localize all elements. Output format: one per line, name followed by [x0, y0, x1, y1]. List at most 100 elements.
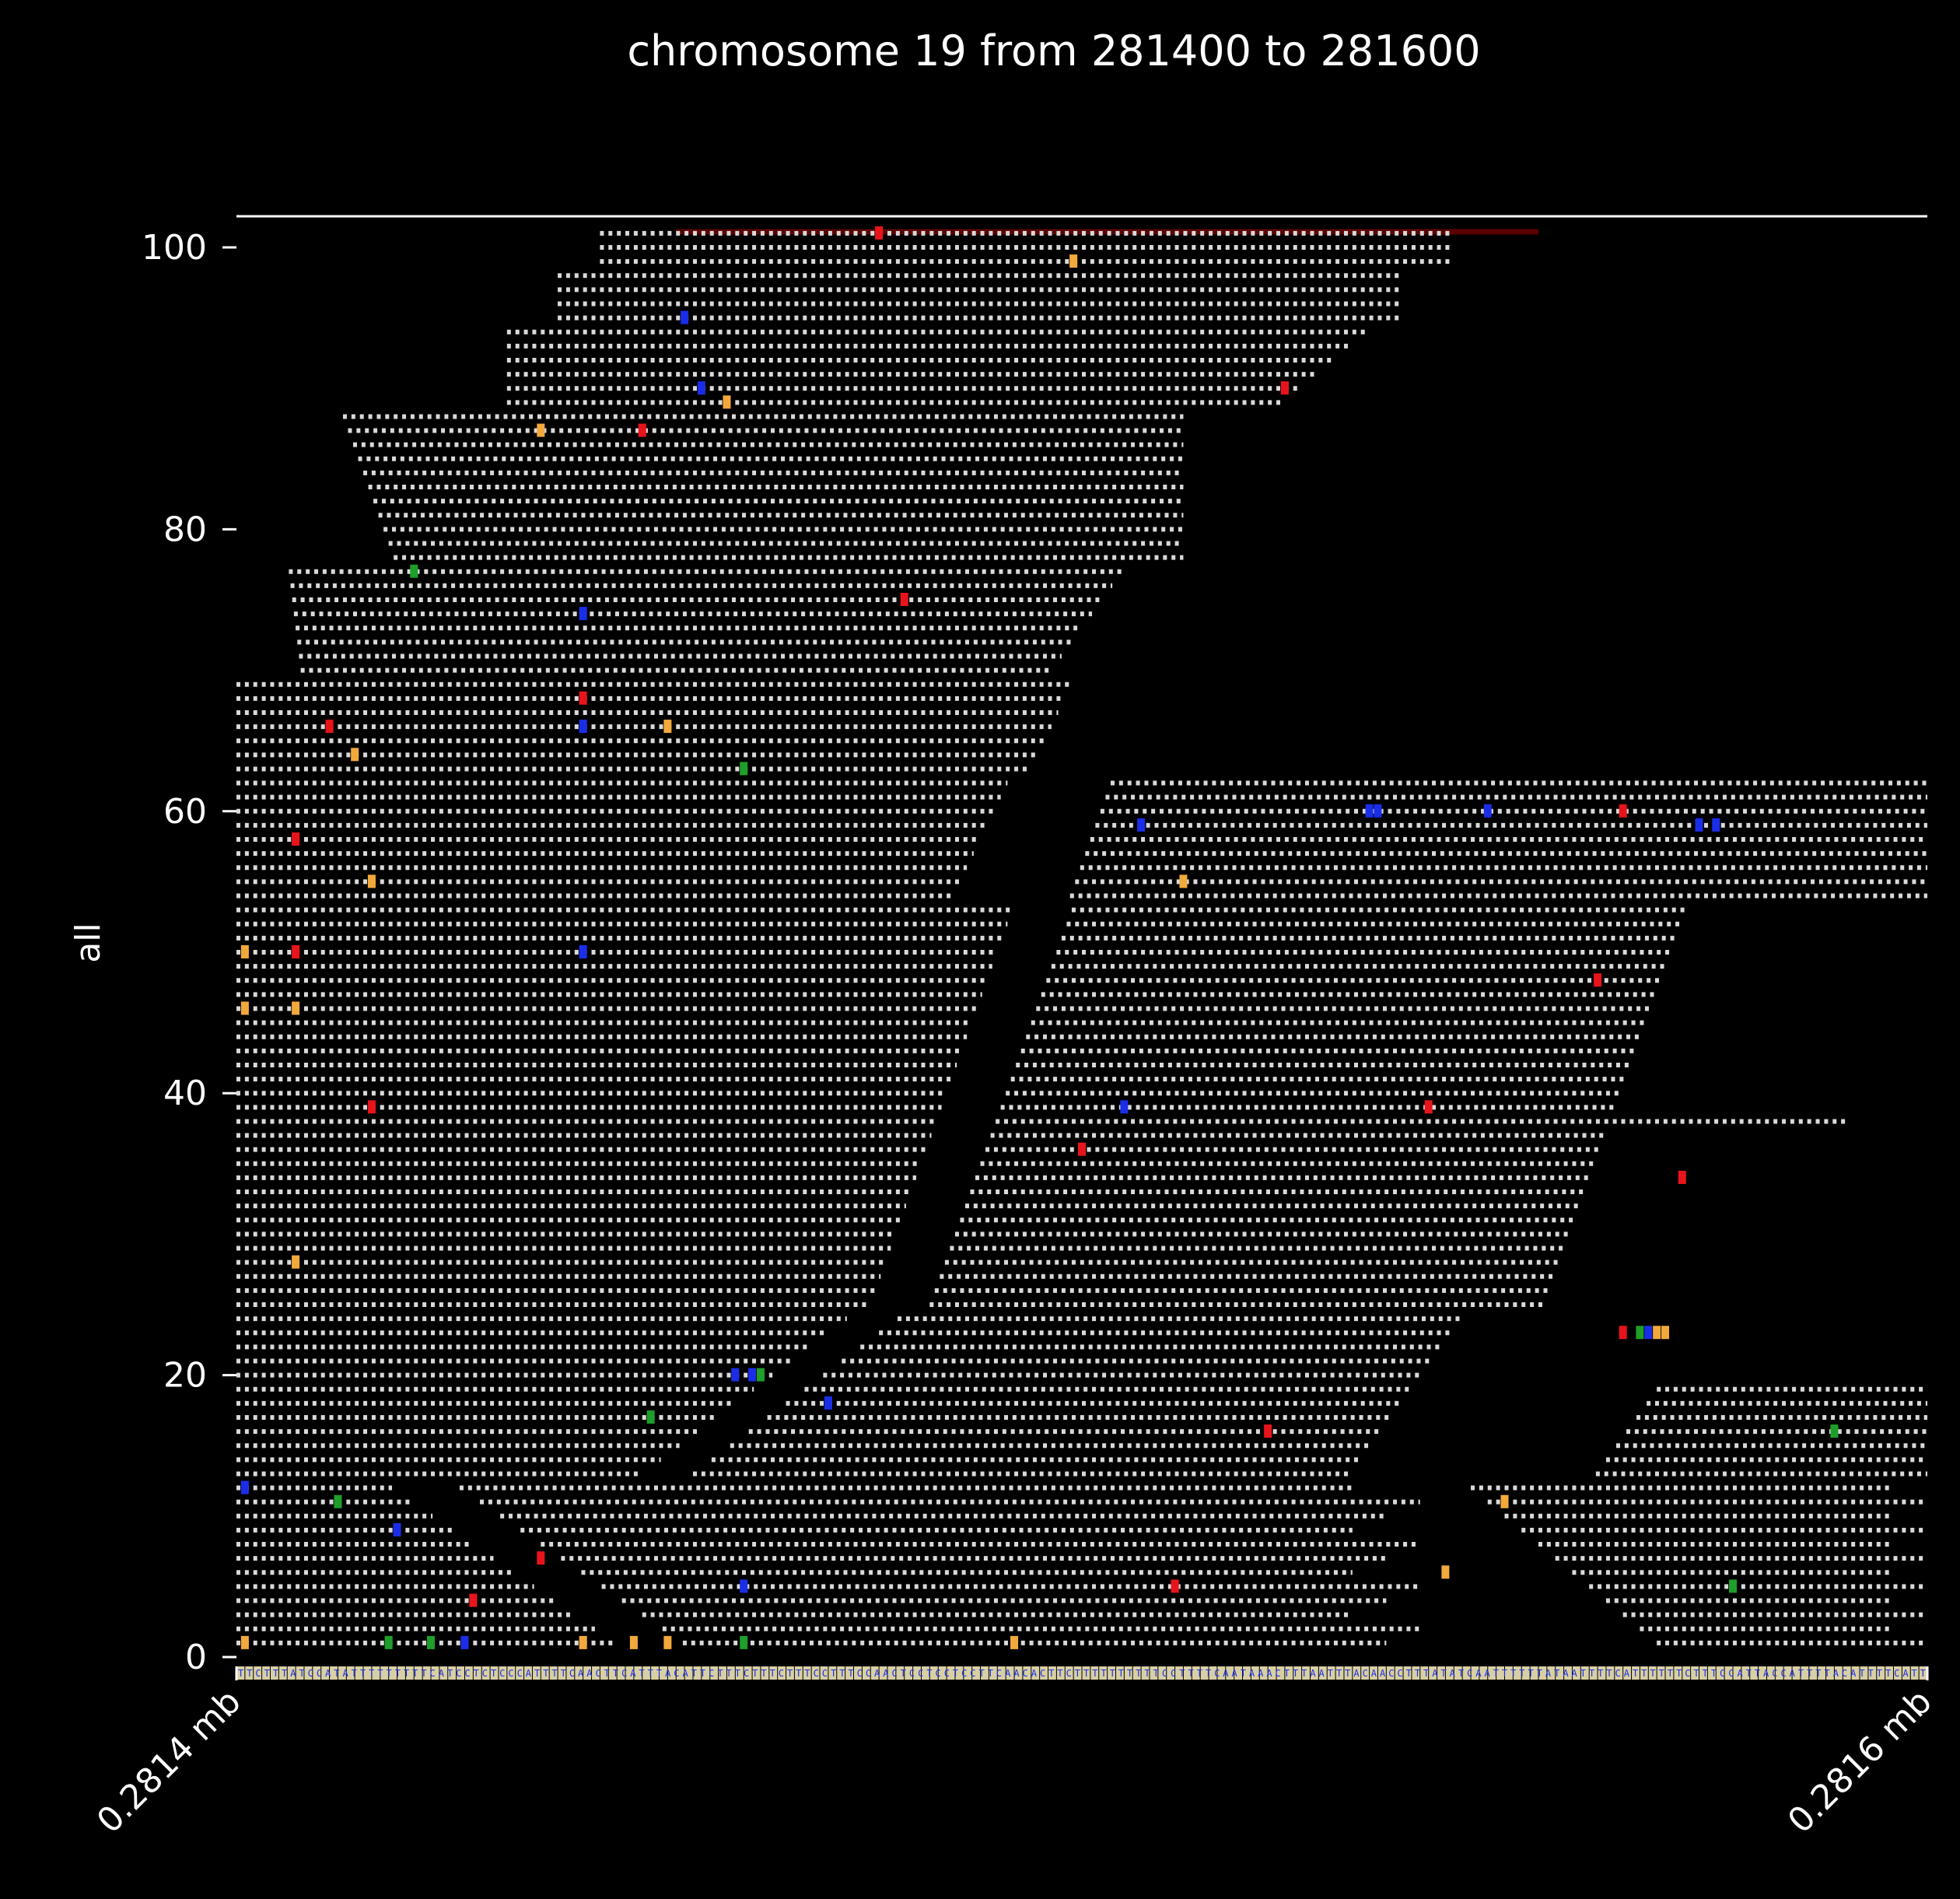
mismatch-box: [351, 748, 359, 762]
mismatch-marker: [824, 1396, 832, 1410]
reference-base-box: [304, 1666, 313, 1680]
reference-base-box: [566, 1666, 575, 1680]
reference-base-box: [1158, 1666, 1167, 1680]
mismatch-marker: [292, 945, 300, 958]
y-tick-label: 80: [163, 510, 207, 549]
reference-base-box: [693, 1666, 702, 1680]
reference-base-box: [481, 1666, 490, 1680]
reference-base-box: [1124, 1666, 1132, 1680]
mismatch-marker: [240, 945, 249, 958]
reference-base-box: [1243, 1666, 1251, 1680]
reference-base-box: [1192, 1666, 1200, 1680]
reference-base-box: [964, 1666, 972, 1680]
reference-base-box: [744, 1666, 752, 1680]
mismatch-box: [384, 1635, 393, 1649]
reference-base-box: [608, 1666, 617, 1680]
reference-base-box: [947, 1666, 955, 1680]
mismatch-marker: [579, 607, 587, 621]
reference-base-box: [1877, 1666, 1885, 1680]
reference-base-box: [583, 1666, 592, 1680]
mismatch-bases: [240, 226, 1839, 1649]
reference-base-box: [254, 1666, 262, 1680]
mismatch-box: [875, 226, 884, 240]
reference-base-box: [558, 1666, 566, 1680]
reference-base-box: [236, 1666, 245, 1680]
mismatch-box: [427, 1635, 436, 1649]
reference-base-box: [1479, 1666, 1488, 1680]
mismatch-box: [1365, 804, 1374, 818]
mismatch-marker: [1636, 1326, 1644, 1340]
reference-base-box: [921, 1666, 929, 1680]
mismatch-marker: [240, 1480, 249, 1494]
reference-base-box: [634, 1666, 642, 1680]
mismatch-box: [292, 832, 300, 846]
reference-base-box: [321, 1666, 330, 1680]
reference-base-box: [448, 1666, 457, 1680]
mismatch-box: [367, 1100, 376, 1114]
reference-base-box: [972, 1666, 981, 1680]
mismatch-box: [334, 1494, 342, 1508]
reference-base-box: [1521, 1666, 1530, 1680]
mismatch-marker: [240, 1001, 249, 1015]
reference-base-box: [676, 1666, 684, 1680]
reference-base-box: [473, 1666, 481, 1680]
mismatch-marker: [292, 832, 300, 846]
mismatch-marker: [1644, 1326, 1653, 1340]
reference-base-box: [879, 1666, 887, 1680]
reference-base-box: [1226, 1666, 1234, 1680]
mismatch-marker: [756, 1368, 765, 1382]
mismatch-box: [1078, 1142, 1086, 1156]
reference-base-box: [1006, 1666, 1014, 1680]
reference-base-box: [1496, 1666, 1504, 1680]
reference-base-box: [642, 1666, 651, 1680]
mismatch-marker: [1594, 973, 1602, 987]
mismatch-marker: [334, 1494, 342, 1508]
reference-base-box: [1014, 1666, 1023, 1680]
reference-base-box: [1437, 1666, 1445, 1680]
mismatch-box: [1619, 1326, 1627, 1340]
mismatch-marker: [1137, 818, 1146, 832]
mismatch-box: [325, 720, 334, 734]
mismatch-box: [681, 310, 689, 324]
mismatch-marker: [681, 310, 689, 324]
reference-base-box: [516, 1666, 524, 1680]
reference-base-box: [499, 1666, 507, 1680]
mismatch-box: [1069, 254, 1078, 268]
reference-base-box: [1894, 1666, 1902, 1680]
reference-base-box: [929, 1666, 938, 1680]
reference-base-box: [1251, 1666, 1259, 1680]
mismatch-marker: [1728, 1579, 1737, 1593]
mismatch-marker: [646, 1410, 655, 1424]
mismatch-box: [1120, 1100, 1129, 1114]
mismatch-marker: [367, 874, 376, 888]
mismatch-marker: [292, 1001, 300, 1015]
reference-base-box: [887, 1666, 896, 1680]
mismatch-box: [1830, 1424, 1839, 1438]
reference-base-box: [592, 1666, 600, 1680]
mismatch-box: [638, 423, 646, 437]
reference-sequence-track: TTCTTTATCCATATTTTTTTTTCATCCTCTCCCATTTTCA…: [236, 1666, 1927, 1680]
mismatch-box: [1441, 1565, 1450, 1579]
reference-base-box: [1682, 1666, 1691, 1680]
reference-base-box: [1302, 1666, 1310, 1680]
reference-base-box: [1276, 1666, 1285, 1680]
reference-base-box: [287, 1666, 296, 1680]
reference-base-box: [1632, 1666, 1640, 1680]
mismatch-box: [579, 691, 587, 705]
mismatch-box: [240, 1001, 249, 1015]
reference-base-box: [1775, 1666, 1783, 1680]
mismatch-marker: [1619, 1326, 1627, 1340]
mismatch-box: [1280, 381, 1289, 395]
reference-base-box: [296, 1666, 304, 1680]
reference-base-box: [490, 1666, 499, 1680]
reference-base-box: [1310, 1666, 1318, 1680]
mismatch-box: [537, 1551, 545, 1565]
mismatch-box: [1594, 973, 1602, 987]
mismatch-marker: [1078, 1142, 1086, 1156]
reference-base-box: [1834, 1666, 1843, 1680]
y-tick-label: 60: [163, 792, 207, 832]
reference-base-box: [660, 1666, 667, 1680]
reference-base-box: [811, 1666, 820, 1680]
reference-base-box: [1648, 1666, 1657, 1680]
